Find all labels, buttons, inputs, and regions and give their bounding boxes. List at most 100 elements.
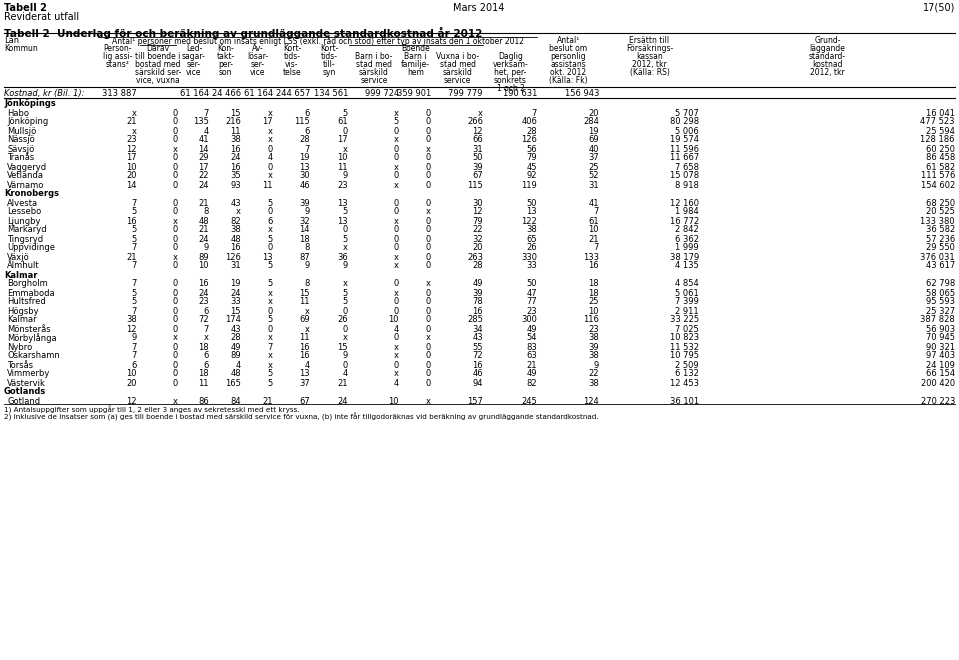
- Text: 41: 41: [589, 199, 599, 207]
- Text: 0: 0: [268, 244, 273, 253]
- Text: 115: 115: [467, 180, 483, 189]
- Text: 49: 49: [526, 370, 537, 378]
- Text: 61: 61: [589, 216, 599, 226]
- Text: 9: 9: [342, 172, 348, 180]
- Text: 12 453: 12 453: [670, 378, 699, 387]
- Text: 26: 26: [526, 244, 537, 253]
- Text: 0: 0: [268, 207, 273, 216]
- Text: 5: 5: [342, 108, 348, 117]
- Text: 23: 23: [526, 306, 537, 315]
- Text: 69: 69: [589, 135, 599, 145]
- Text: 12: 12: [473, 127, 483, 135]
- Text: 0: 0: [426, 325, 431, 333]
- Text: 68 250: 68 250: [925, 199, 955, 207]
- Text: särskild: särskild: [359, 68, 389, 77]
- Text: 7: 7: [594, 207, 599, 216]
- Text: 21: 21: [199, 199, 209, 207]
- Text: x: x: [305, 325, 310, 333]
- Text: x: x: [173, 333, 178, 343]
- Text: 39: 39: [589, 343, 599, 352]
- Text: 80 298: 80 298: [670, 117, 699, 127]
- Text: 55: 55: [473, 343, 483, 352]
- Text: 18: 18: [199, 343, 209, 352]
- Text: 0: 0: [173, 207, 178, 216]
- Text: 0: 0: [394, 234, 399, 244]
- Text: 133: 133: [583, 253, 599, 261]
- Text: Älmhult: Älmhult: [7, 261, 39, 271]
- Text: okt. 2012: okt. 2012: [550, 68, 587, 77]
- Text: 67: 67: [299, 397, 310, 405]
- Text: personlig: personlig: [550, 52, 586, 61]
- Text: 1 984: 1 984: [675, 207, 699, 216]
- Text: 39: 39: [473, 288, 483, 298]
- Text: särskild ser-: särskild ser-: [135, 68, 181, 77]
- Text: 0: 0: [426, 288, 431, 298]
- Text: 0: 0: [394, 207, 399, 216]
- Text: 0: 0: [173, 244, 178, 253]
- Text: 5: 5: [268, 378, 273, 387]
- Text: 12: 12: [127, 397, 137, 405]
- Text: tids-: tids-: [284, 52, 300, 61]
- Text: 19: 19: [230, 279, 241, 288]
- Text: 0: 0: [268, 145, 273, 154]
- Text: 43: 43: [473, 333, 483, 343]
- Text: 244 657: 244 657: [275, 89, 310, 98]
- Text: 313 887: 313 887: [103, 89, 137, 98]
- Text: 1) Antalsuppgifter som uppgår till 1, 2 eller 3 anges av sekretesskl med ett kry: 1) Antalsuppgifter som uppgår till 1, 2 …: [4, 405, 299, 414]
- Text: 84: 84: [230, 397, 241, 405]
- Text: ser-: ser-: [250, 60, 265, 69]
- Text: 7: 7: [131, 306, 137, 315]
- Text: 47: 47: [526, 288, 537, 298]
- Text: 190 631: 190 631: [503, 89, 537, 98]
- Text: 24: 24: [199, 180, 209, 189]
- Text: Därav: Därav: [147, 44, 170, 53]
- Text: x: x: [305, 306, 310, 315]
- Text: 16: 16: [199, 279, 209, 288]
- Text: 10: 10: [127, 162, 137, 172]
- Text: 0: 0: [394, 127, 399, 135]
- Text: 1 999: 1 999: [675, 244, 699, 253]
- Text: 38: 38: [230, 135, 241, 145]
- Text: 60 250: 60 250: [926, 145, 955, 154]
- Text: vice: vice: [249, 68, 266, 77]
- Text: x: x: [394, 343, 399, 352]
- Text: familje-: familje-: [401, 60, 430, 69]
- Text: 38: 38: [127, 315, 137, 325]
- Text: 0: 0: [426, 244, 431, 253]
- Text: 0: 0: [173, 117, 178, 127]
- Text: 6: 6: [203, 306, 209, 315]
- Text: 0: 0: [173, 172, 178, 180]
- Text: Barn i bo-: Barn i bo-: [356, 52, 392, 61]
- Text: 10: 10: [127, 370, 137, 378]
- Text: 7: 7: [594, 244, 599, 253]
- Text: 0: 0: [426, 127, 431, 135]
- Text: 477 523: 477 523: [921, 117, 955, 127]
- Text: 5: 5: [342, 288, 348, 298]
- Text: (Källa: RS): (Källa: RS): [629, 68, 669, 77]
- Text: 119: 119: [522, 180, 537, 189]
- Text: 17(50): 17(50): [923, 3, 955, 13]
- Text: 0: 0: [394, 279, 399, 288]
- Text: 48: 48: [230, 370, 241, 378]
- Text: x: x: [426, 333, 431, 343]
- Text: x: x: [394, 288, 399, 298]
- Text: 126: 126: [521, 135, 537, 145]
- Text: x: x: [268, 352, 273, 360]
- Text: 28: 28: [473, 261, 483, 271]
- Text: vis-: vis-: [285, 60, 299, 69]
- Text: 43: 43: [230, 325, 241, 333]
- Text: verksam-: verksam-: [493, 60, 528, 69]
- Text: 93: 93: [230, 180, 241, 189]
- Text: 16 041: 16 041: [926, 108, 955, 117]
- Text: 70 945: 70 945: [926, 333, 955, 343]
- Text: 54: 54: [526, 333, 537, 343]
- Text: 12: 12: [473, 207, 483, 216]
- Text: 0: 0: [173, 180, 178, 189]
- Text: 38: 38: [588, 333, 599, 343]
- Text: 387 828: 387 828: [921, 315, 955, 325]
- Text: 16: 16: [299, 352, 310, 360]
- Text: 5: 5: [131, 207, 137, 216]
- Text: Kon-: Kon-: [217, 44, 234, 53]
- Text: Högsby: Högsby: [7, 306, 38, 315]
- Text: 37: 37: [299, 378, 310, 387]
